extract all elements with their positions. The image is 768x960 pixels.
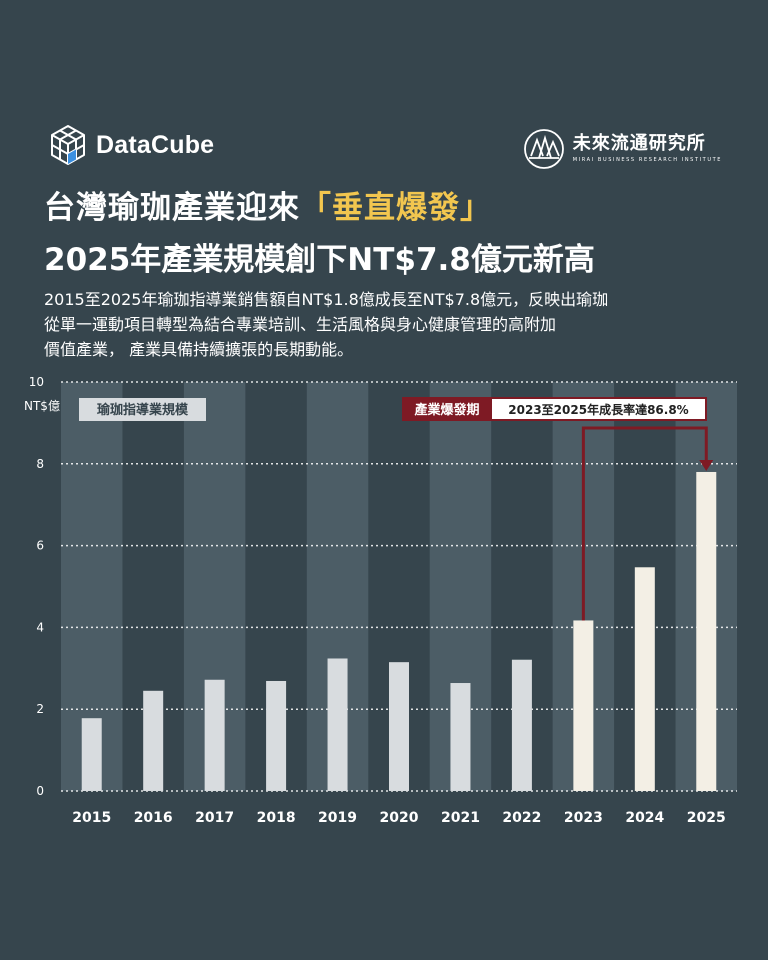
x-tick-label: 2025	[687, 810, 726, 826]
headline: 台灣瑜珈產業迎來「垂直爆發」	[44, 182, 492, 227]
x-tick-label: 2024	[625, 810, 664, 826]
description-line: 價值產業， 產業具備持續擴張的長期動能。	[44, 340, 354, 359]
bar	[204, 679, 225, 791]
x-tick-label: 2018	[257, 810, 296, 826]
series-label: 瑜珈指導業規模	[79, 398, 206, 421]
annotation-arrow	[581, 426, 708, 621]
bar	[389, 662, 409, 791]
x-tick-label: 2020	[380, 810, 419, 826]
annotation-text-bg	[492, 399, 705, 419]
bar	[81, 718, 102, 791]
bar	[511, 659, 532, 791]
headline-text: 台灣瑜珈產業迎來	[44, 190, 300, 226]
x-tick-label: 2015	[72, 810, 111, 826]
org-name: 未來流通研究所	[572, 133, 706, 154]
series-label-bg	[79, 398, 206, 421]
brand-name: DataCube	[96, 130, 215, 159]
y-tick-label: 2	[36, 702, 44, 716]
subheadline: 2025年產業規模創下NT$7.8億元新高	[44, 242, 595, 278]
bar	[696, 471, 717, 791]
x-tick-label: 2017	[195, 810, 234, 826]
series-label-text: 瑜珈指導業規模	[97, 402, 189, 418]
y-tick-label: 10	[29, 375, 44, 389]
annotation-label: 產業爆發期 2023至2025年成長率達86.8%	[402, 397, 707, 421]
bar	[634, 567, 655, 791]
x-tick-label: 2023	[564, 810, 603, 826]
annotation-text: 2023至2025年成長率達86.8%	[508, 402, 688, 417]
x-tick-label: 2022	[502, 810, 541, 826]
y-tick-label: 8	[36, 457, 44, 471]
datacube-logo: DataCube	[50, 124, 214, 166]
x-tick-label: 2016	[134, 810, 173, 826]
y-tick-label: 0	[36, 784, 44, 798]
x-tick-label: 2019	[318, 810, 357, 826]
y-axis-unit: NT$億	[24, 399, 60, 413]
bar	[573, 620, 594, 791]
bar	[450, 683, 471, 791]
bar-chart: 0 2 4 6 8 10 NT$億 瑜珈指導業規模 2015 2016 2017 2018 2019 20…	[24, 375, 737, 826]
arrow-head	[699, 459, 714, 471]
bar	[143, 690, 164, 791]
bar	[327, 658, 348, 791]
org-logo: 未來流通研究所 MIRAI BUSINESS RESEARCH INSTITUT…	[523, 128, 722, 170]
org-subtitle: MIRAI BUSINESS RESEARCH INSTITUTE	[572, 157, 722, 163]
description: 2015至2025年瑜珈指導業銷售額自NT$1.8億成長至NT$7.8億元，反映…	[44, 287, 734, 362]
headline-highlight: 「垂直爆發」	[300, 190, 492, 226]
y-tick-label: 6	[36, 539, 44, 553]
x-tick-label: 2021	[441, 810, 480, 826]
annotation-tag: 產業爆發期	[413, 402, 479, 418]
description-line: 從單一運動項目轉型為結合專業培訓、生活風格與身心健康管理的高附加	[44, 315, 557, 334]
y-tick-label: 4	[36, 620, 44, 634]
cube-icon	[51, 125, 85, 165]
forest-seal-icon	[523, 129, 564, 169]
description-line: 2015至2025年瑜珈指導業銷售額自NT$1.8億成長至NT$7.8億元，反映…	[44, 290, 609, 309]
bar	[266, 680, 287, 791]
